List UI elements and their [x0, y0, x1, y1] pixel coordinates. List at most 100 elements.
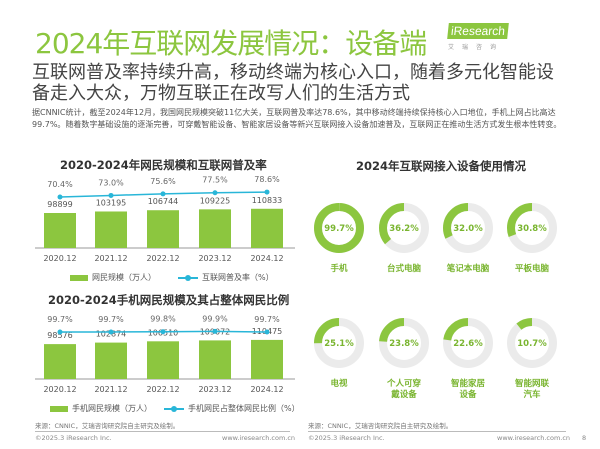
x-tick-label: 2022.12 — [146, 385, 179, 394]
donut-arc — [314, 203, 364, 253]
chart1-legend: 网民规模（万人） 互联网普及率（%） — [70, 272, 274, 283]
donut-label: 智能家居 — [450, 378, 486, 389]
url-right: www.iresearch.com.cn — [497, 434, 571, 442]
bar — [147, 210, 179, 248]
line-point — [212, 190, 218, 196]
donut-arc — [507, 203, 557, 253]
donut-label: 个人可穿 — [386, 378, 422, 389]
legend-line-label: 手机网民占整体网民比例（%） — [188, 404, 300, 413]
bar-value-label: 109225 — [200, 196, 231, 205]
chart3-svg: 99.7% 手机 36.2% 台式电脑 32.0% 笔记本电脑 30.8% 平板电脑 25.1%… — [314, 203, 557, 400]
chart2-svg: 985762020.1299.7%1028742021.1299.7%10651… — [35, 314, 295, 394]
body-text: 据CNNIC统计，截至2024年12月，我国网民规模突破11亿大关，互联网普及率… — [32, 108, 562, 129]
chart3-title: 2024年互联网接入设备使用情况 — [356, 159, 527, 173]
legend-line-swatch — [164, 405, 184, 412]
line-point — [57, 329, 63, 335]
logo-text: iResearch — [447, 23, 509, 39]
line-value-label: 77.5% — [202, 176, 228, 185]
donut-value: 36.2% — [389, 224, 419, 234]
bar — [251, 339, 283, 379]
x-tick-label: 2023.12 — [198, 385, 231, 394]
donut-label: 手机 — [330, 263, 348, 274]
donut-arc — [314, 318, 364, 368]
donut-value: 32.0% — [453, 224, 483, 234]
source-right: 来源：CNNIC，艾瑞咨询研究院自主研究及绘制。 — [308, 422, 453, 430]
logo-subtext: 艾瑞咨询 — [448, 44, 505, 51]
donut-label: 笔记本电脑 — [446, 263, 490, 274]
x-tick-label: 2023.12 — [198, 254, 231, 263]
donut-arc — [507, 318, 557, 368]
subtitle: 互联网普及率持续升高，移动终端为核心入口，随着多元化智能设备走入大众，万物互联正… — [32, 62, 554, 104]
donut-arc — [379, 203, 429, 253]
bar-value-label: 110833 — [252, 196, 283, 205]
legend-line-label: 互联网普及率（%） — [202, 273, 274, 282]
line-point — [160, 329, 166, 335]
divider-right — [308, 431, 566, 432]
iresearch-logo: iResearch 艾瑞咨询 — [447, 20, 509, 51]
x-tick-label: 2020.12 — [43, 254, 76, 263]
bar — [95, 211, 127, 248]
bar-value-label: 98576 — [47, 331, 72, 340]
x-tick-label: 2020.12 — [43, 385, 76, 394]
source-left: 来源：CNNIC，艾瑞咨询研究院自主研究及绘制。 — [35, 422, 180, 430]
copyright-right: ©2025.3 iResearch Inc. — [308, 434, 385, 442]
x-tick-label: 2024.12 — [250, 254, 283, 263]
donut-value: 10.7% — [517, 339, 547, 349]
line-value-label: 73.0% — [98, 178, 124, 187]
legend-line-swatch — [178, 274, 198, 281]
line-value-label: 70.4% — [47, 180, 73, 189]
line-point — [160, 191, 166, 197]
bar-value-label: 98899 — [47, 200, 72, 209]
donut-value: 25.1% — [324, 339, 354, 349]
bar — [44, 213, 76, 248]
line-point — [57, 194, 63, 200]
line-point — [108, 329, 114, 335]
line-point — [212, 328, 218, 334]
chart2-legend: 手机网民规模（万人） 手机网民占整体网民比例（%） — [50, 403, 300, 414]
x-tick-label: 2021.12 — [94, 385, 127, 394]
x-tick-label: 2022.12 — [146, 254, 179, 263]
donut-value: 99.7% — [324, 224, 354, 234]
donut-label: 台式电脑 — [387, 263, 422, 274]
page-number: 8 — [582, 434, 587, 442]
x-tick-label: 2021.12 — [94, 254, 127, 263]
donut-label: 戴设备 — [391, 389, 417, 400]
bar-value-label: 103195 — [96, 198, 127, 207]
legend-bar-swatch — [70, 274, 88, 281]
chart1-svg: 98899 2020.12 70.4% 103195 2021.12 73.0% 10674… — [35, 175, 295, 263]
legend-bar-label: 网民规模（万人） — [92, 273, 156, 282]
bar — [95, 342, 127, 379]
line-value-label: 99.8% — [150, 315, 176, 324]
donut-value: 23.8% — [389, 339, 419, 349]
legend-bar-swatch — [50, 405, 68, 412]
line-value-label: 99.7% — [98, 315, 124, 324]
bar — [147, 341, 179, 379]
donut-label: 汽车 — [523, 389, 541, 400]
line-value-label: 99.7% — [47, 315, 73, 324]
line-value-label: 99.9% — [202, 314, 228, 323]
donut-arc — [379, 318, 429, 368]
x-tick-label: 2024.12 — [250, 385, 283, 394]
donut-value: 30.8% — [517, 224, 547, 234]
bar-value-label: 106744 — [148, 197, 179, 206]
chart2-title: 2020-2024手机网民规模及其占整体网民比例 — [48, 293, 290, 307]
bar — [199, 340, 231, 379]
line-value-label: 99.7% — [254, 315, 280, 324]
donut-arc — [443, 203, 493, 253]
donut-arc — [443, 318, 493, 368]
donut-value: 22.6% — [453, 339, 483, 349]
chart1-title: 2020-2024年网民规模和互联网普及率 — [60, 158, 267, 172]
copyright-left: ©2025.3 iResearch Inc. — [35, 434, 112, 442]
legend-bar-label: 手机网民规模（万人） — [72, 404, 152, 413]
url-left: www.iresearch.com.cn — [222, 434, 296, 442]
line-point — [108, 192, 114, 198]
donut-label: 平板电脑 — [515, 263, 550, 274]
bar — [251, 208, 283, 248]
bar — [199, 209, 231, 248]
line-value-label: 75.6% — [150, 177, 176, 186]
line-point — [264, 189, 270, 195]
page-title: 2024年互联网发展情况：设备端 — [35, 27, 427, 60]
line-point — [264, 329, 270, 335]
line-value-label: 78.6% — [254, 175, 280, 184]
donut-label: 电视 — [330, 378, 348, 389]
